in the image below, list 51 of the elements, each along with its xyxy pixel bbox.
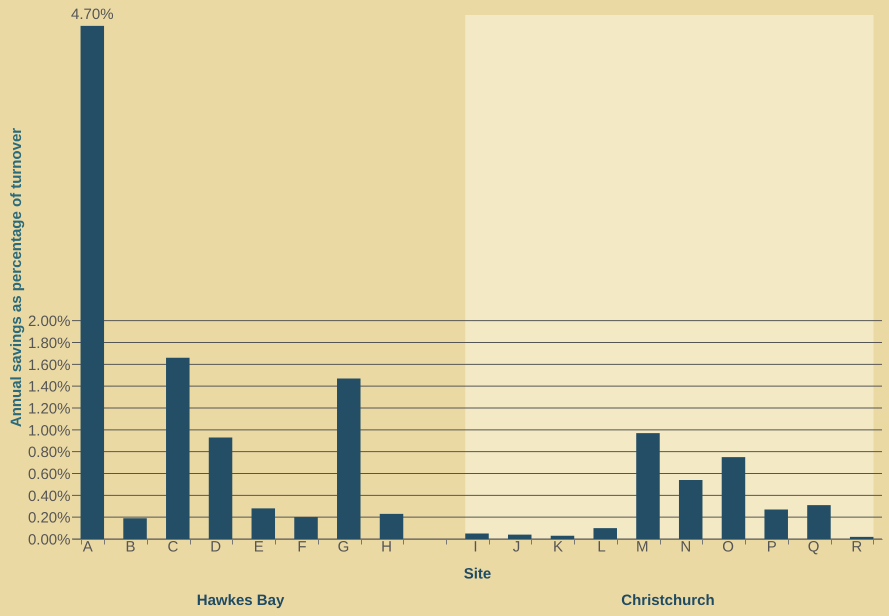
bar xyxy=(508,534,532,539)
x-tick-label: D xyxy=(210,538,222,556)
x-tick-label: N xyxy=(680,538,692,556)
x-tick-label: Q xyxy=(808,538,820,556)
x-tick-label: J xyxy=(512,538,520,556)
bar xyxy=(337,378,361,539)
y-tick-label: 0.40% xyxy=(28,488,70,505)
y-tick-label: 1.00% xyxy=(28,422,70,440)
bar xyxy=(80,26,104,539)
x-tick-label: G xyxy=(338,538,350,556)
y-tick-label: 1.20% xyxy=(28,400,70,418)
bar xyxy=(807,505,831,539)
bar xyxy=(764,510,788,539)
text: Christchurch xyxy=(621,592,715,609)
bar xyxy=(380,514,404,539)
text: Hawkes Bay xyxy=(196,592,285,609)
bar xyxy=(722,457,746,539)
bar xyxy=(465,534,489,539)
x-tick-label: K xyxy=(552,538,563,556)
y-tick-label: 0.60% xyxy=(28,466,70,483)
bar xyxy=(593,528,617,539)
x-axis-title: Site xyxy=(464,566,492,582)
y-tick-label: 2.00% xyxy=(28,313,70,330)
y-tick-label: 1.80% xyxy=(28,335,70,352)
y-tick-label: 1.40% xyxy=(28,378,70,396)
x-tick-label: R xyxy=(851,538,862,556)
y-tick-label: 1.60% xyxy=(28,356,70,374)
bar xyxy=(678,480,702,539)
bar xyxy=(208,437,232,539)
bar xyxy=(252,508,276,539)
x-tick-label: H xyxy=(381,538,392,556)
bar xyxy=(294,517,318,539)
x-tick-label: B xyxy=(126,538,136,556)
data-label: 4.70% xyxy=(71,6,114,23)
x-tick-label: C xyxy=(167,538,178,556)
x-tick-label: I xyxy=(473,538,478,556)
x-tick-label: M xyxy=(636,538,648,556)
x-tick-label: F xyxy=(297,538,307,556)
x-tick-label: P xyxy=(766,538,777,556)
y-tick-label: 0.00% xyxy=(28,532,70,548)
y-tick-label: 0.20% xyxy=(28,510,70,527)
bar xyxy=(166,358,190,539)
y-axis-title: Annual savings as percentage of turnover xyxy=(8,128,25,428)
x-tick-label: A xyxy=(82,538,93,556)
x-tick-label: E xyxy=(254,538,264,556)
x-tick-label: O xyxy=(722,538,734,556)
x-tick-label: L xyxy=(597,538,606,556)
bar xyxy=(123,518,147,539)
y-tick-label: 0.80% xyxy=(28,444,70,462)
bar xyxy=(550,536,574,539)
bar xyxy=(636,433,660,539)
